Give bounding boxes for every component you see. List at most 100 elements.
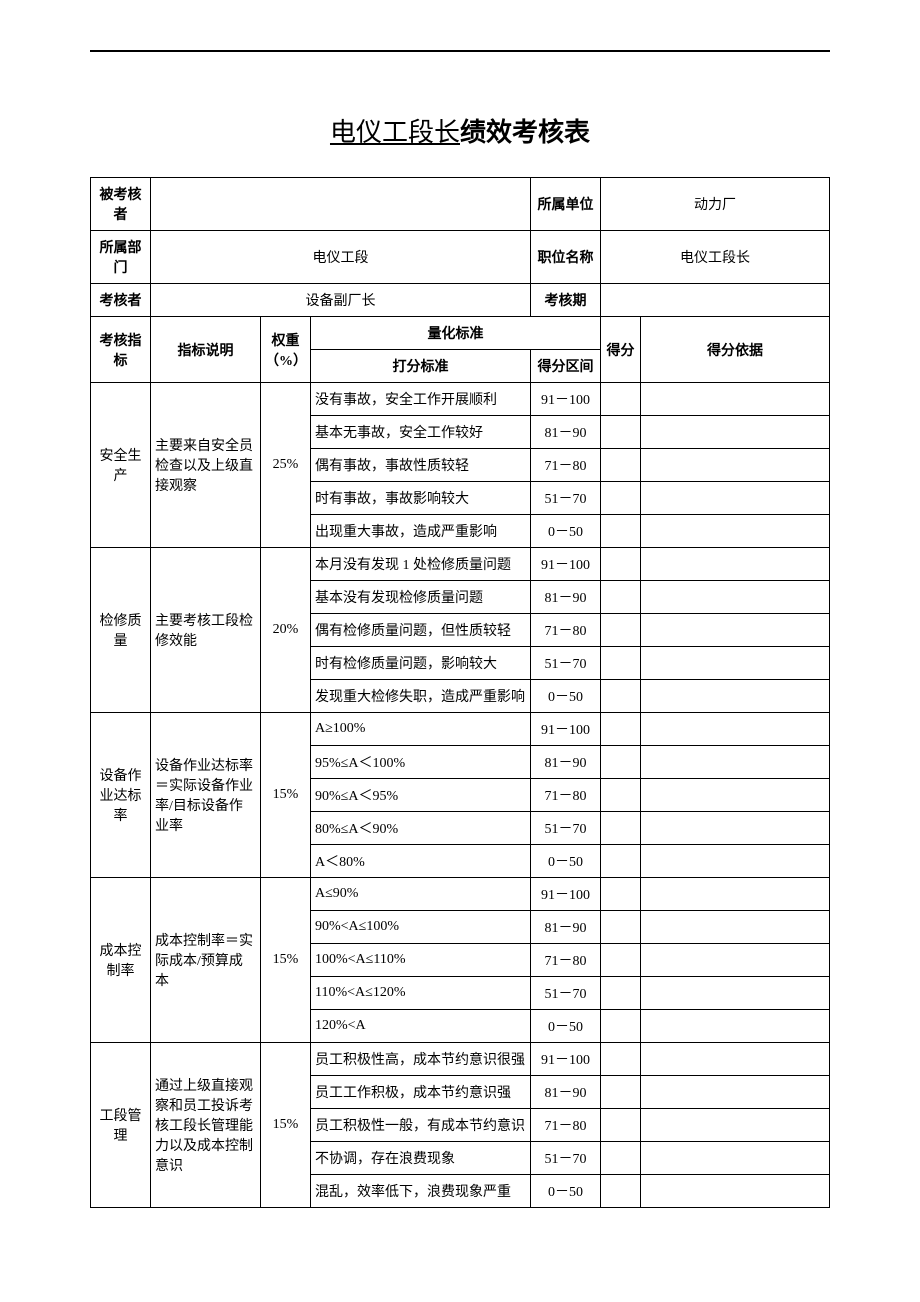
description-cell: 主要来自安全员检查以及上级直接观察 bbox=[151, 383, 261, 548]
basis-cell bbox=[641, 482, 830, 515]
criterion-cell: 偶有检修质量问题，但性质较轻 bbox=[311, 614, 531, 647]
score-cell bbox=[601, 1010, 641, 1043]
score-cell bbox=[601, 812, 641, 845]
basis-cell bbox=[641, 713, 830, 746]
criterion-cell: 发现重大检修失职，造成严重影响 bbox=[311, 680, 531, 713]
weight-cell: 15% bbox=[261, 713, 311, 878]
range-cell: 91－100 bbox=[531, 383, 601, 416]
range-cell: 71－80 bbox=[531, 614, 601, 647]
criterion-cell: 本月没有发现 1 处检修质量问题 bbox=[311, 548, 531, 581]
range-cell: 91－100 bbox=[531, 548, 601, 581]
score-cell bbox=[601, 680, 641, 713]
col-quant-std: 量化标准 bbox=[311, 317, 601, 350]
range-cell: 81－90 bbox=[531, 1076, 601, 1109]
score-cell bbox=[601, 383, 641, 416]
range-cell: 0－50 bbox=[531, 515, 601, 548]
basis-cell bbox=[641, 1109, 830, 1142]
weight-cell: 15% bbox=[261, 1043, 311, 1208]
score-cell bbox=[601, 878, 641, 911]
score-cell bbox=[601, 449, 641, 482]
range-cell: 71－80 bbox=[531, 449, 601, 482]
basis-cell bbox=[641, 1076, 830, 1109]
dept-label: 所属部门 bbox=[91, 231, 151, 284]
range-cell: 51－70 bbox=[531, 482, 601, 515]
basis-cell bbox=[641, 1142, 830, 1175]
criterion-cell: 时有事故，事故影响较大 bbox=[311, 482, 531, 515]
basis-cell bbox=[641, 647, 830, 680]
range-cell: 0－50 bbox=[531, 845, 601, 878]
assessee-label: 被考核者 bbox=[91, 178, 151, 231]
range-cell: 71－80 bbox=[531, 1109, 601, 1142]
range-cell: 51－70 bbox=[531, 977, 601, 1010]
criterion-cell: 员工积极性高，成本节约意识很强 bbox=[311, 1043, 531, 1076]
top-rule bbox=[90, 50, 830, 52]
title-bold: 绩效考核表 bbox=[460, 118, 590, 147]
col-indicator: 考核指标 bbox=[91, 317, 151, 383]
table-row: 成本控制率成本控制率＝实际成本/预算成本15%A≤90%91－100 bbox=[91, 878, 830, 911]
indicator-cell: 设备作业达标率 bbox=[91, 713, 151, 878]
score-cell bbox=[601, 1076, 641, 1109]
col-weight: 权重（%） bbox=[261, 317, 311, 383]
basis-cell bbox=[641, 977, 830, 1010]
criterion-cell: 员工积极性一般，有成本节约意识 bbox=[311, 1109, 531, 1142]
basis-cell bbox=[641, 812, 830, 845]
criterion-cell: 110%<A≤120% bbox=[311, 977, 531, 1010]
criterion-cell: 出现重大事故，造成严重影响 bbox=[311, 515, 531, 548]
header-row-1: 被考核者 所属单位 动力厂 bbox=[91, 178, 830, 231]
dept-value: 电仪工段 bbox=[151, 231, 531, 284]
weight-cell: 15% bbox=[261, 878, 311, 1043]
score-cell bbox=[601, 1175, 641, 1208]
assessor-value: 设备副厂长 bbox=[151, 284, 531, 317]
criterion-cell: 95%≤A＜100% bbox=[311, 746, 531, 779]
basis-cell bbox=[641, 449, 830, 482]
range-cell: 81－90 bbox=[531, 416, 601, 449]
score-cell bbox=[601, 1142, 641, 1175]
basis-cell bbox=[641, 548, 830, 581]
indicator-cell: 成本控制率 bbox=[91, 878, 151, 1043]
table-row: 检修质量主要考核工段检修效能20%本月没有发现 1 处检修质量问题91－100 bbox=[91, 548, 830, 581]
criterion-cell: A≥100% bbox=[311, 713, 531, 746]
criterion-cell: 混乱，效率低下，浪费现象严重 bbox=[311, 1175, 531, 1208]
basis-cell bbox=[641, 1175, 830, 1208]
criterion-cell: 不协调，存在浪费现象 bbox=[311, 1142, 531, 1175]
unit-label: 所属单位 bbox=[531, 178, 601, 231]
score-cell bbox=[601, 746, 641, 779]
criterion-cell: 90%<A≤100% bbox=[311, 911, 531, 944]
col-range: 得分区间 bbox=[531, 350, 601, 383]
range-cell: 0－50 bbox=[531, 1175, 601, 1208]
description-cell: 主要考核工段检修效能 bbox=[151, 548, 261, 713]
appraisal-table: 被考核者 所属单位 动力厂 所属部门 电仪工段 职位名称 电仪工段长 考核者 设… bbox=[90, 177, 830, 1208]
range-cell: 51－70 bbox=[531, 812, 601, 845]
basis-cell bbox=[641, 515, 830, 548]
criterion-cell: 偶有事故，事故性质较轻 bbox=[311, 449, 531, 482]
indicator-cell: 检修质量 bbox=[91, 548, 151, 713]
range-cell: 91－100 bbox=[531, 1043, 601, 1076]
basis-cell bbox=[641, 944, 830, 977]
col-scoring-std: 打分标准 bbox=[311, 350, 531, 383]
score-cell bbox=[601, 779, 641, 812]
weight-cell: 25% bbox=[261, 383, 311, 548]
score-cell bbox=[601, 911, 641, 944]
range-cell: 0－50 bbox=[531, 1010, 601, 1043]
basis-cell bbox=[641, 383, 830, 416]
description-cell: 成本控制率＝实际成本/预算成本 bbox=[151, 878, 261, 1043]
criterion-cell: 80%≤A＜90% bbox=[311, 812, 531, 845]
criterion-cell: 基本没有发现检修质量问题 bbox=[311, 581, 531, 614]
title-underline: 电仪工段长 bbox=[330, 118, 460, 147]
indicator-cell: 安全生产 bbox=[91, 383, 151, 548]
range-cell: 51－70 bbox=[531, 1142, 601, 1175]
criterion-cell: 120%<A bbox=[311, 1010, 531, 1043]
range-cell: 71－80 bbox=[531, 944, 601, 977]
basis-cell bbox=[641, 680, 830, 713]
basis-cell bbox=[641, 1010, 830, 1043]
criterion-cell: 基本无事故，安全工作较好 bbox=[311, 416, 531, 449]
score-cell bbox=[601, 713, 641, 746]
header-row-3: 考核者 设备副厂长 考核期 bbox=[91, 284, 830, 317]
criterion-cell: 100%<A≤110% bbox=[311, 944, 531, 977]
basis-cell bbox=[641, 746, 830, 779]
basis-cell bbox=[641, 614, 830, 647]
col-score: 得分 bbox=[601, 317, 641, 383]
table-row: 安全生产主要来自安全员检查以及上级直接观察25%没有事故，安全工作开展顺利91－… bbox=[91, 383, 830, 416]
criterion-cell: A≤90% bbox=[311, 878, 531, 911]
range-cell: 81－90 bbox=[531, 746, 601, 779]
